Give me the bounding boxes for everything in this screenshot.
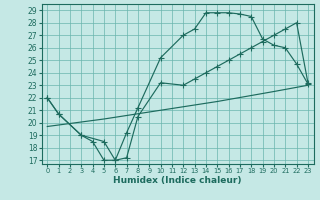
X-axis label: Humidex (Indice chaleur): Humidex (Indice chaleur) — [113, 176, 242, 185]
